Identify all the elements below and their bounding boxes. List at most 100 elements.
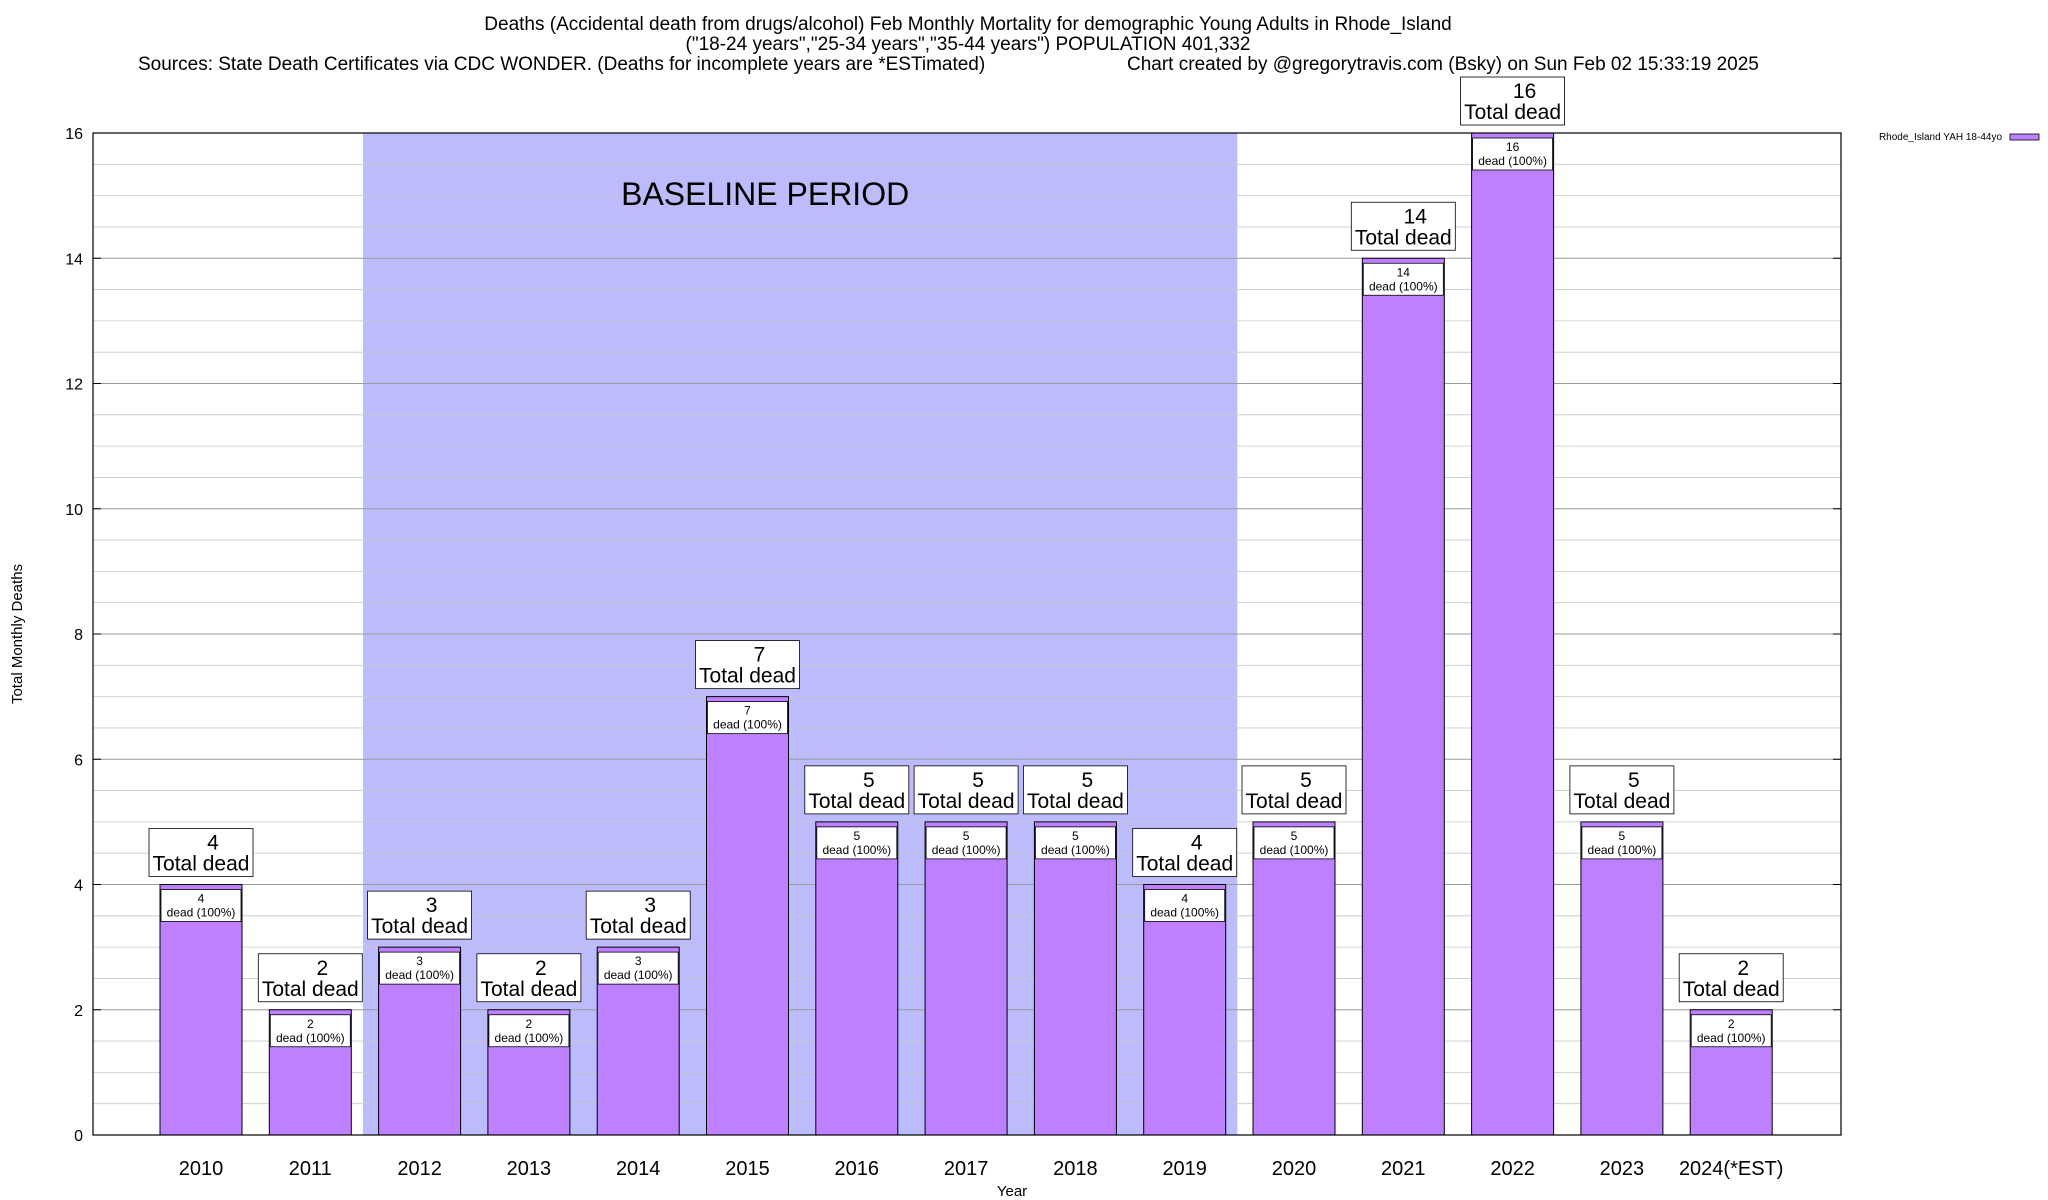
inner-label-value: 4 [1181, 892, 1188, 906]
y-tick-label: 10 [65, 502, 83, 519]
top-label-value: 3 [426, 894, 438, 917]
inner-label-box [707, 701, 788, 735]
top-label-value: 14 [1404, 205, 1428, 228]
inner-label-box [816, 826, 898, 860]
inner-label-box [1253, 826, 1335, 860]
x-axis-categories: 2010 2011 2012 2013 2014 2015 2016 2017 2018 2019… [179, 1158, 1784, 1180]
y-tick-label: 8 [74, 627, 83, 644]
top-label-box [1678, 953, 1784, 1003]
inner-label-box [1581, 826, 1663, 860]
x-category-label: 2016 [835, 1158, 880, 1180]
inner-label-caption: dead (100%) [1260, 843, 1329, 857]
top-label-value: 5 [972, 769, 984, 792]
top-label-value: 5 [1628, 769, 1640, 792]
top-label-value: 5 [1300, 769, 1312, 792]
inner-label-value: 4 [198, 892, 205, 906]
bar [159, 884, 243, 1136]
top-label-caption: Total dead [1027, 790, 1124, 813]
chart-title: Deaths (Accidental death from drugs/alco… [138, 14, 1759, 75]
inner-label-caption: dead (100%) [1478, 154, 1547, 168]
top-label-box [257, 953, 363, 1003]
y-tick-label: 16 [65, 126, 83, 143]
bar [815, 821, 899, 1136]
inner-label-value: 14 [1397, 265, 1411, 279]
bar [1143, 884, 1227, 1136]
x-category-label: 2022 [1490, 1158, 1535, 1180]
inner-label-caption: dead (100%) [713, 718, 782, 732]
inner-label-box [597, 951, 679, 985]
inner-label-caption: dead (100%) [167, 906, 236, 920]
inner-label-box [160, 889, 242, 922]
inner-label-caption: dead (100%) [495, 1031, 564, 1045]
x-category-label: 2015 [725, 1158, 770, 1180]
top-label-caption: Total dead [1573, 790, 1670, 813]
top-label-caption: Total dead [1683, 978, 1780, 1001]
x-category-label: 2014 [616, 1158, 661, 1180]
bar [924, 821, 1008, 1136]
top-label-value: 2 [535, 957, 547, 980]
bar [1580, 821, 1664, 1136]
source-note: Sources: State Death Certificates via CD… [138, 54, 985, 75]
top-label-value: 4 [1191, 832, 1203, 855]
top-label-box [804, 765, 910, 815]
baseline-period-label: BASELINE PERIOD [621, 176, 909, 212]
bar [1033, 821, 1117, 1136]
inner-label-caption: dead (100%) [1697, 1031, 1766, 1045]
y-axis-title: Total Monthly Deaths [9, 564, 26, 704]
x-category-label: 2018 [1053, 1158, 1098, 1180]
top-label-caption: Total dead [480, 978, 577, 1001]
legend: Rhode_Island YAH 18-44yo [1879, 132, 2040, 143]
top-label-value: 2 [316, 957, 328, 980]
top-label-caption: Total dead [262, 978, 359, 1001]
inner-label-value: 5 [963, 829, 970, 843]
top-label-caption: Total dead [1464, 101, 1561, 124]
inner-label-box [925, 826, 1007, 860]
y-tick-label: 14 [65, 251, 83, 268]
top-label-value: 2 [1737, 957, 1749, 980]
y-tick-label: 0 [74, 1128, 83, 1145]
top-label-box [1023, 765, 1128, 815]
inner-label-value: 5 [1291, 829, 1298, 843]
x-category-label: 2019 [1162, 1158, 1207, 1180]
legend-swatch [2009, 133, 2040, 141]
inner-label-caption: dead (100%) [932, 843, 1001, 857]
top-label-box [695, 640, 800, 690]
inner-label-box [1362, 262, 1444, 296]
inner-label-value: 16 [1506, 140, 1520, 154]
top-label-box [585, 890, 691, 940]
top-label-caption: Total dead [1246, 790, 1343, 813]
top-label-box [1569, 765, 1675, 815]
top-label-value: 5 [1082, 769, 1094, 792]
top-label-caption: Total dead [1136, 853, 1233, 876]
inner-label-value: 2 [1728, 1017, 1735, 1031]
inner-label-value: 3 [416, 954, 423, 968]
top-label-box [148, 828, 254, 877]
inner-label-value: 7 [744, 704, 751, 718]
x-category-label: 2010 [179, 1158, 224, 1180]
inner-label-box [1472, 137, 1553, 171]
top-label-box [913, 765, 1019, 815]
x-category-label: 2024(*EST) [1679, 1158, 1784, 1180]
x-category-label: 2013 [507, 1158, 552, 1180]
y-tick-label: 2 [74, 1003, 83, 1020]
top-label-value: 7 [754, 644, 766, 667]
bar [1471, 132, 1555, 1136]
inner-label-box [488, 1014, 570, 1048]
inner-label-caption: dead (100%) [1041, 843, 1110, 857]
inner-label-caption: dead (100%) [1588, 843, 1657, 857]
inner-label-caption: dead (100%) [604, 968, 673, 982]
top-label-caption: Total dead [371, 915, 468, 938]
inner-label-caption: dead (100%) [385, 968, 454, 982]
bar [706, 696, 789, 1136]
top-label-caption: Total dead [918, 790, 1015, 813]
x-axis-title: Year [997, 1183, 1027, 1200]
top-label-box [1132, 828, 1238, 877]
top-label-value: 4 [207, 832, 219, 855]
inner-label-caption: dead (100%) [1150, 906, 1219, 920]
top-label-box [1350, 201, 1456, 251]
legend-entry-label: Rhode_Island YAH 18-44yo [1879, 132, 2002, 143]
x-category-label: 2017 [944, 1158, 989, 1180]
x-category-label: 2012 [397, 1158, 442, 1180]
